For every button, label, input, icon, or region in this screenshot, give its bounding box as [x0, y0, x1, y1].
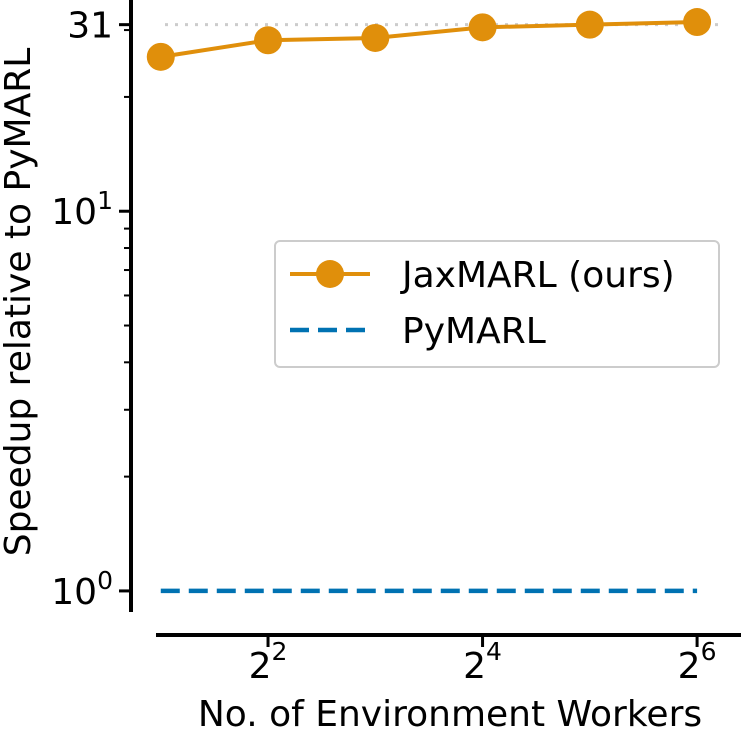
series-line	[160, 20, 698, 59]
y-tick-label: 101	[51, 186, 113, 233]
x-axis-label: No. of Environment Workers	[198, 694, 702, 734]
legend-label: PyMARL	[402, 311, 546, 352]
x-tick-label: 26	[678, 637, 717, 687]
x-tick-label: 24	[463, 637, 502, 687]
legend-frame	[274, 240, 720, 368]
y-tick-label: 31	[67, 6, 113, 47]
y-axis-label: Speedup relative to PyMARL	[0, 48, 39, 557]
data-point	[146, 42, 175, 71]
legend-label: JaxMARL (ours)	[400, 255, 675, 296]
data-point	[683, 8, 712, 37]
ticks: 100 101 31 22 24 26	[51, 6, 716, 687]
y-tick-label: 100	[51, 566, 113, 613]
legend: JaxMARL (ours) PyMARL	[274, 240, 720, 368]
data-point	[254, 26, 283, 55]
legend-marker	[316, 260, 344, 288]
data-point	[468, 13, 497, 42]
data-point	[575, 10, 604, 39]
axes	[129, 0, 741, 637]
series	[146, 8, 712, 594]
data-point	[361, 23, 390, 52]
x-tick-label: 22	[249, 637, 288, 687]
